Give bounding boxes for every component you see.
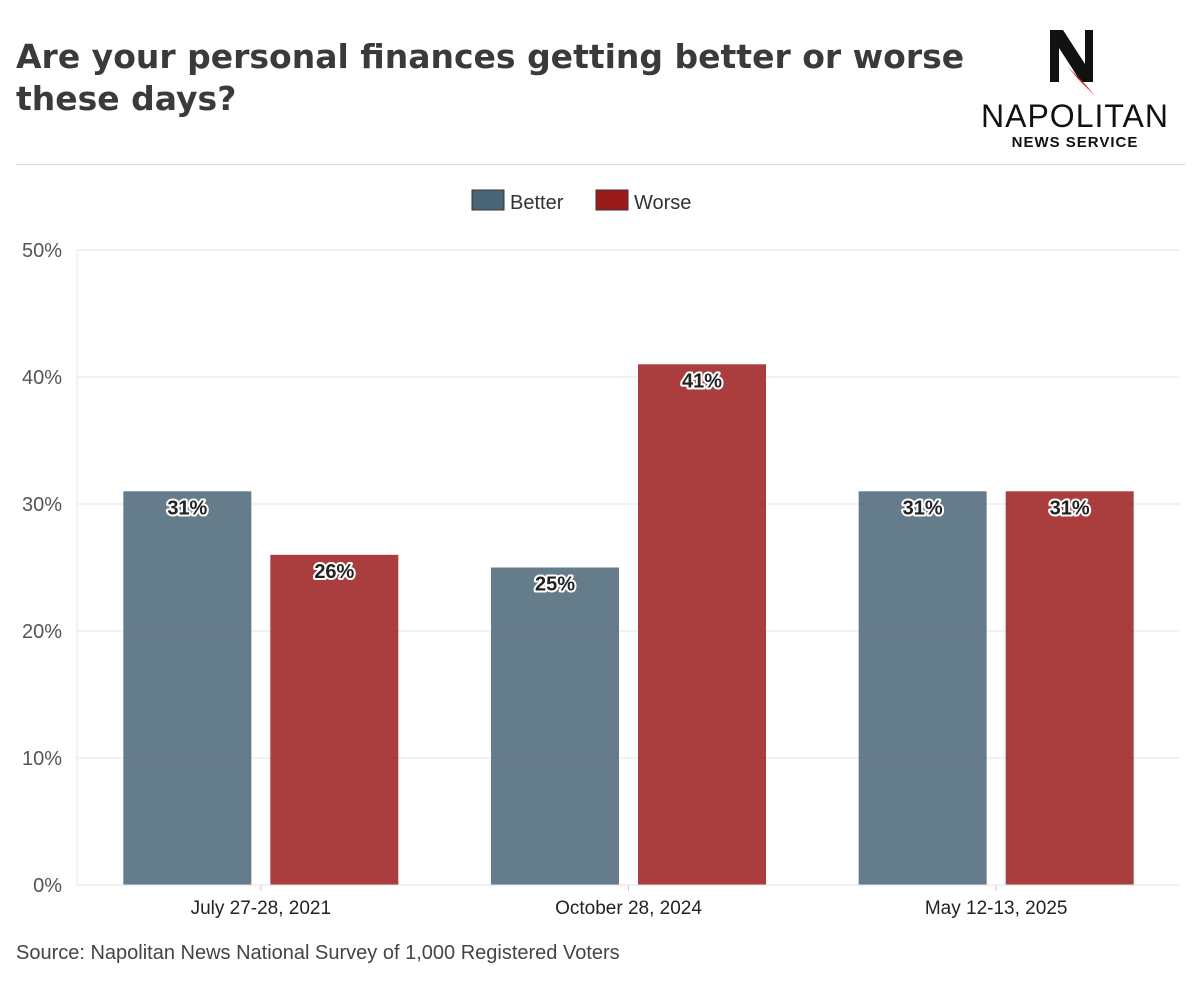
y-tick-label: 0% xyxy=(33,875,62,897)
y-tick-label: 50% xyxy=(22,240,62,262)
x-tick-label: July 27-28, 2021 xyxy=(191,898,332,919)
y-tick-label: 10% xyxy=(22,748,62,770)
y-axis: 0% 10% 20% 30% 40% 50% xyxy=(22,240,62,897)
header-divider xyxy=(16,164,1185,165)
bar-worse xyxy=(1005,491,1134,885)
data-label: 31% xyxy=(167,497,207,519)
legend-swatch-worse xyxy=(595,189,629,211)
x-tick-label: October 28, 2024 xyxy=(555,898,702,919)
data-label: 31% xyxy=(903,497,943,519)
page-title: Are your personal finances getting bette… xyxy=(16,37,965,118)
legend: Better Worse xyxy=(471,189,691,214)
x-axis: July 27-28, 2021 October 28, 2024 May 12-1… xyxy=(77,884,1180,919)
bar-better xyxy=(123,491,252,885)
data-label: 41% xyxy=(682,370,722,392)
napolitan-logo: NAPOLITAN NEWS SERVICE xyxy=(975,26,1175,156)
bar-worse xyxy=(270,554,399,885)
bar-better xyxy=(858,491,987,885)
y-tick-label: 20% xyxy=(22,621,62,643)
legend-label-worse: Worse xyxy=(634,192,691,214)
x-tick-label: May 12-13, 2025 xyxy=(925,898,1068,919)
y-tick-label: 30% xyxy=(22,494,62,516)
bar-worse xyxy=(638,364,766,885)
source-note: Source: Napolitan News National Survey o… xyxy=(16,942,620,964)
bar-better xyxy=(491,567,619,885)
data-label: 26% xyxy=(314,561,354,583)
bar-chart: Better Worse 0% 10% 20% 30% 40% 50% 31% 26% 25% 4… xyxy=(22,189,1180,919)
bars: 31% 26% 25% 41% 31% 31% xyxy=(123,364,1134,885)
logo-wordmark: NAPOLITAN xyxy=(981,98,1169,134)
legend-label-better: Better xyxy=(510,192,564,214)
legend-swatch-better xyxy=(471,189,505,211)
data-label: 31% xyxy=(1050,497,1090,519)
logo-subtitle: NEWS SERVICE xyxy=(1011,134,1139,151)
y-tick-label: 40% xyxy=(22,367,62,389)
n-mark-icon xyxy=(1050,30,1095,96)
data-label: 25% xyxy=(535,574,575,596)
